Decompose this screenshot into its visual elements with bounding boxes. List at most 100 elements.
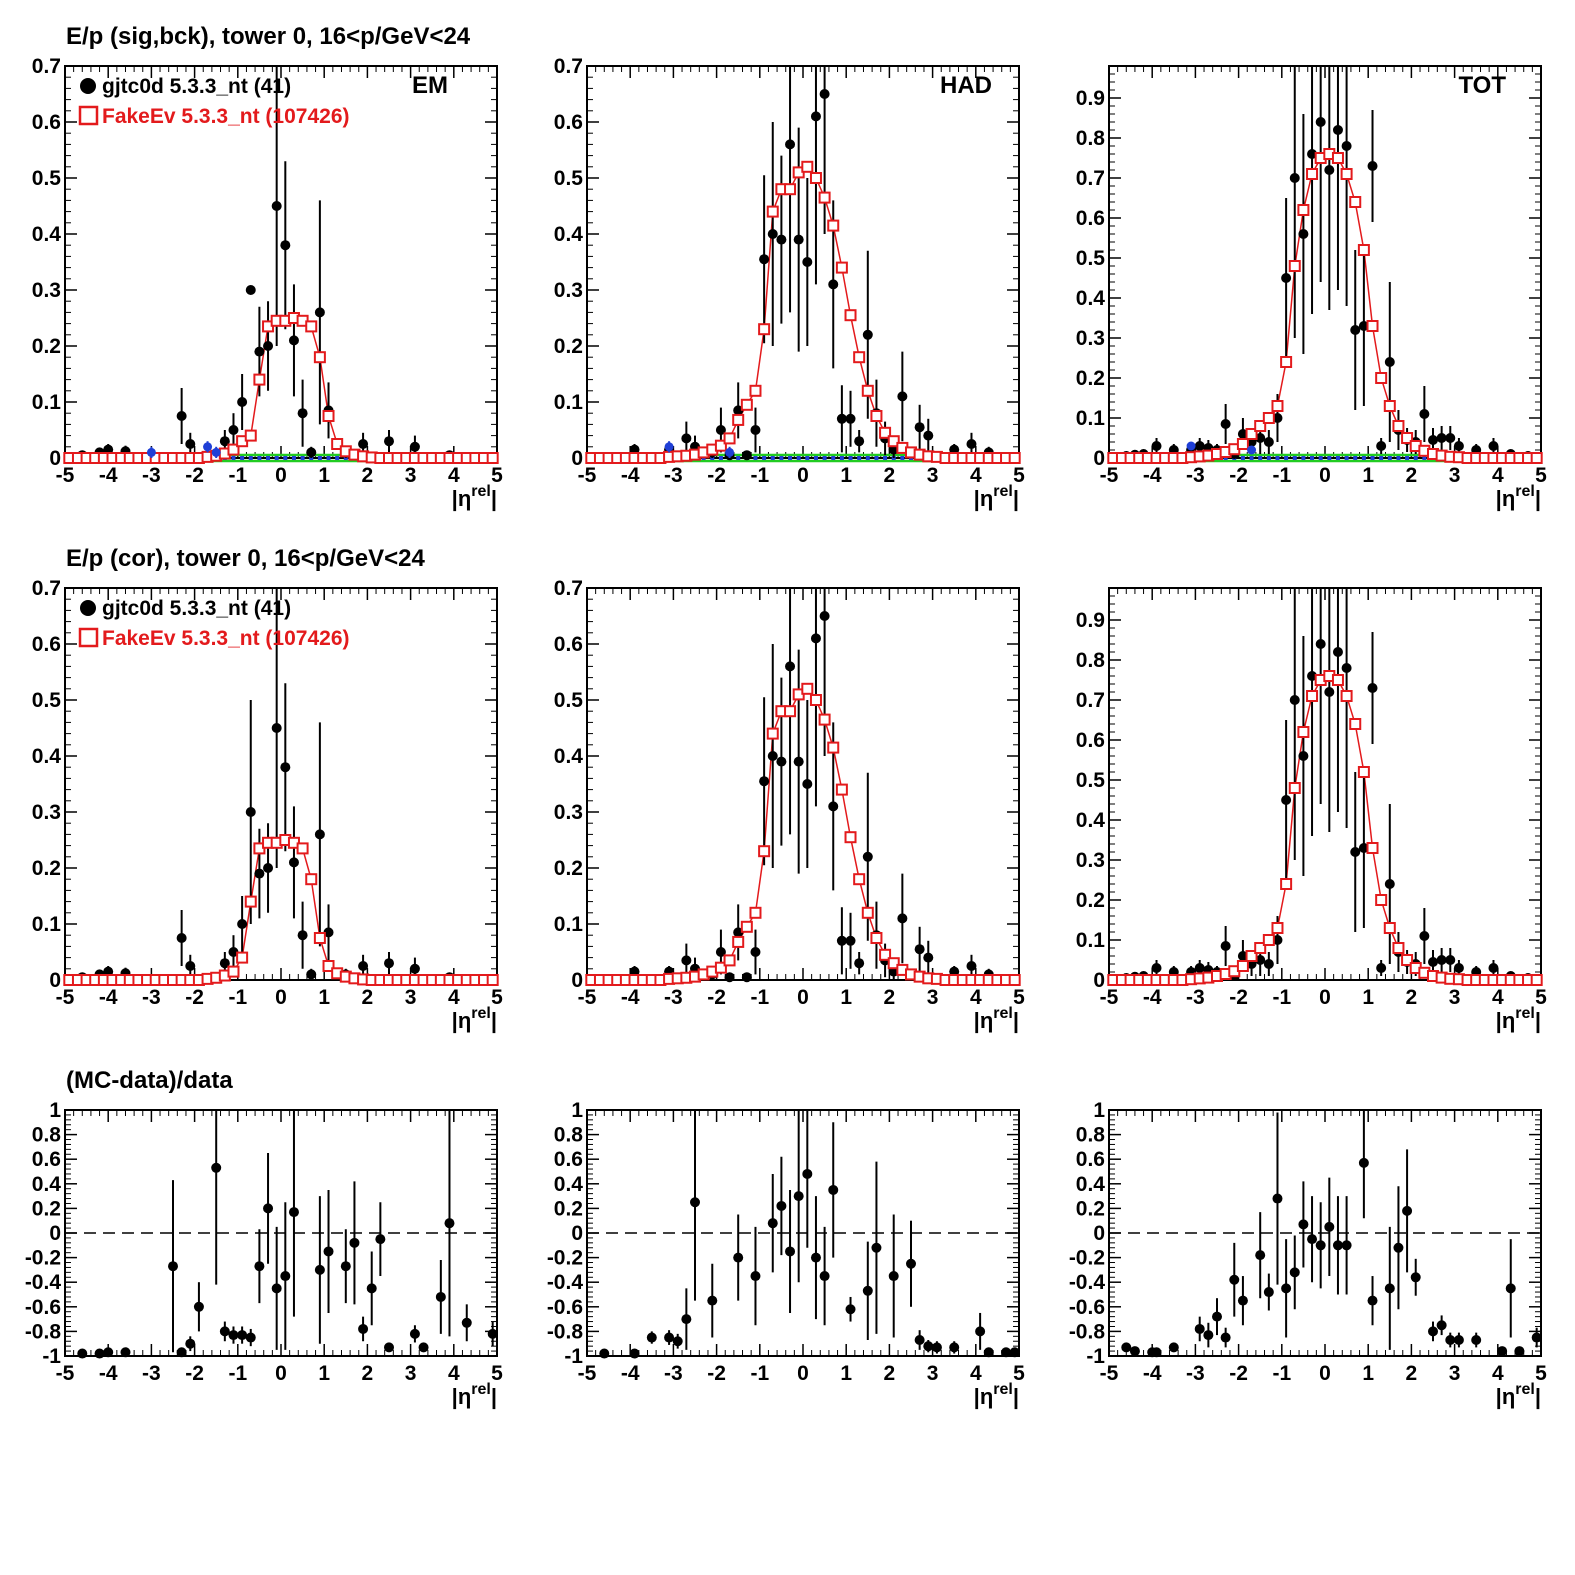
data-point — [983, 1347, 994, 1358]
data-point — [715, 947, 726, 957]
x-tick-label: -4 — [99, 1362, 118, 1385]
mc-point — [740, 920, 753, 933]
mc-point — [766, 727, 779, 740]
mc-point — [1262, 934, 1275, 946]
data-point — [1289, 695, 1300, 705]
data-point — [1281, 795, 1292, 805]
mc-point — [1349, 718, 1362, 730]
background-point — [1413, 456, 1418, 460]
data-point — [288, 335, 299, 346]
background-data-point — [664, 442, 674, 452]
y-tick-label: 0.1 — [1076, 407, 1106, 430]
data-point — [168, 1261, 178, 1272]
x-tick-label: 2 — [362, 464, 374, 487]
data-point — [1151, 1347, 1162, 1358]
y-tick-label: 0.4 — [1076, 809, 1106, 832]
y-tick-label: 0.8 — [1076, 1124, 1106, 1147]
data-point — [1129, 1346, 1140, 1357]
x-tick-label: -2 — [185, 464, 204, 487]
mc-point — [740, 398, 753, 411]
legend-data-marker — [80, 600, 96, 616]
data-point — [1341, 141, 1352, 151]
data-point — [1324, 165, 1335, 175]
y-tick-label: 0 — [1093, 969, 1105, 992]
y-tick-label: 0.3 — [32, 801, 61, 824]
y-tick-label: -0.6 — [547, 1296, 583, 1319]
mc-point — [1375, 372, 1388, 384]
mc-point — [1306, 168, 1319, 180]
data-point — [1009, 1347, 1020, 1358]
x-tick-label: -5 — [56, 1362, 75, 1385]
y-tick-label: 0.6 — [554, 1148, 583, 1171]
data-point — [862, 851, 873, 862]
data-point — [1453, 441, 1464, 451]
data-point — [1384, 1283, 1395, 1294]
mc-point — [244, 895, 257, 908]
x-tick-label: 4 — [1492, 464, 1504, 487]
background-point — [848, 456, 853, 460]
data-point — [1332, 125, 1343, 135]
background-point — [831, 456, 836, 460]
mc-point — [322, 410, 335, 422]
x-tick-label: 4 — [448, 986, 460, 1009]
data-point — [733, 927, 744, 938]
data-point — [254, 868, 265, 879]
data-point — [384, 1342, 394, 1353]
y-tick-label: 0.8 — [554, 1124, 584, 1147]
x-axis-label: |ηrel| — [974, 1381, 1019, 1409]
mc-point — [784, 705, 797, 718]
y-tick-label: 0.8 — [1076, 127, 1106, 150]
background-point — [1327, 456, 1332, 460]
data-point — [409, 963, 420, 974]
x-axis-label: |ηrel| — [452, 1005, 497, 1033]
data-point — [802, 257, 813, 267]
data-point — [1436, 433, 1447, 443]
mc-point — [853, 873, 866, 886]
x-tick-label: -4 — [99, 986, 118, 1009]
data-point — [271, 1283, 282, 1294]
mc-point — [827, 741, 840, 754]
data-point — [888, 1271, 899, 1282]
x-tick-label: 1 — [318, 1362, 330, 1385]
mc-point — [1340, 690, 1353, 702]
panel-label-had: HAD — [940, 72, 992, 99]
data-point — [862, 1285, 873, 1296]
data-point — [375, 1234, 386, 1245]
x-tick-label: 5 — [1535, 464, 1547, 487]
data-point — [759, 254, 770, 265]
background-point — [762, 456, 767, 460]
data-point — [1393, 1242, 1404, 1253]
background-point — [839, 456, 844, 460]
data-point — [1220, 419, 1231, 429]
y-tick-label: 0.3 — [1076, 849, 1105, 872]
data-point — [103, 1347, 114, 1358]
x-axis-label: |ηrel| — [1496, 483, 1541, 511]
data-point — [358, 439, 369, 449]
y-tick-label: 0.5 — [554, 689, 584, 712]
data-point — [1255, 1250, 1266, 1261]
y-tick-label: 0.4 — [32, 745, 62, 768]
data-point — [297, 930, 308, 941]
y-tick-label: 0.1 — [32, 391, 62, 414]
x-tick-label: 5 — [1013, 464, 1025, 487]
background-point — [1301, 456, 1306, 460]
y-tick-label: 0.7 — [554, 55, 583, 78]
data-point — [1350, 325, 1361, 335]
y-tick-label: 0.6 — [1076, 729, 1105, 752]
y-tick-label: 0.4 — [554, 1173, 584, 1196]
data-point — [228, 425, 239, 435]
background-point — [335, 456, 340, 460]
data-point — [1376, 963, 1387, 973]
x-tick-label: -1 — [1272, 986, 1291, 1009]
x-tick-label: 3 — [405, 464, 417, 487]
y-tick-label: 0.4 — [32, 223, 62, 246]
x-tick-label: -1 — [1272, 1362, 1291, 1385]
data-point — [288, 1207, 299, 1218]
data-point — [1367, 1295, 1378, 1306]
data-point — [1307, 149, 1318, 159]
data-point — [306, 447, 317, 458]
data-point — [819, 89, 830, 99]
background-point — [1318, 456, 1323, 460]
chart-panel-2-2: -1-0.8-0.6-0.4-0.200.20.40.60.81-5 -4 -3 -2… — [1069, 1099, 1547, 1409]
data-point — [323, 927, 334, 938]
